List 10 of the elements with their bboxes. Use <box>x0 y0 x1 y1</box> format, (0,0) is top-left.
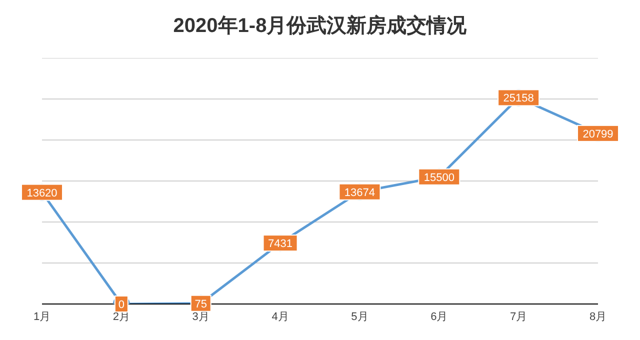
x-tick-label: 7月 <box>510 310 528 323</box>
data-label: 0 <box>118 299 124 311</box>
x-tick-label: 6月 <box>430 310 448 323</box>
x-tick-label: 1月 <box>33 310 51 323</box>
data-label: 75 <box>194 298 207 310</box>
x-tick-label: 3月 <box>192 310 210 323</box>
x-tick-label: 4月 <box>272 310 289 323</box>
x-tick-label: 8月 <box>589 310 607 323</box>
x-tick-label: 5月 <box>351 310 368 323</box>
chart-title: 2020年1-8月份武汉新房成交情况 <box>172 14 468 39</box>
